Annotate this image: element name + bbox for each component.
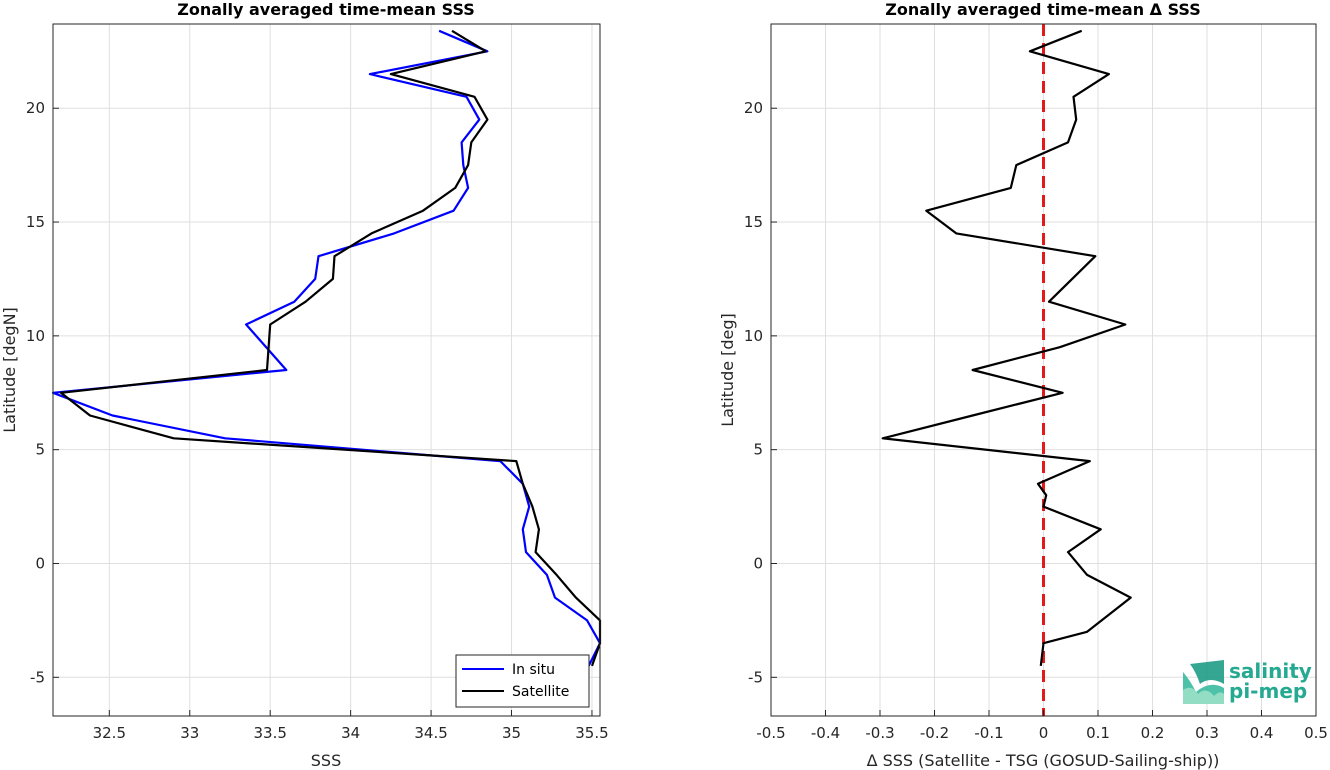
delta-sss-panel: -0.5 -0.4 -0.3 -0.2 -0.1 0 0.1 0.2 0.3 0.4 0.5 -5 0… — [718, 0, 1328, 770]
delta-sss-y-tick-label: -5 — [748, 668, 763, 686]
sss-x-tick-label: 32.5 — [93, 724, 126, 742]
sss-y-tick-label: 0 — [35, 554, 45, 572]
delta-sss-y-tick-label: 15 — [744, 213, 763, 231]
delta-sss-y-tick-label: 5 — [753, 441, 763, 459]
sss-x-tick-label: 34 — [341, 724, 360, 742]
legend-label-in-situ: In situ — [512, 662, 555, 678]
sss-series — [51, 29, 602, 667]
logo-wave-shape-back — [1190, 660, 1224, 684]
legend-box — [455, 654, 590, 708]
delta-sss-series-difference — [881, 29, 1132, 667]
delta-sss-x-ticks: -0.5 -0.4 -0.3 -0.2 -0.1 0 0.1 0.2 0.3 0.4 0.5 — [756, 710, 1328, 742]
sss-series-satellite — [59, 29, 602, 667]
delta-sss-y-tick-label: 10 — [744, 327, 763, 345]
delta-sss-x-tick-label: 0.5 — [1304, 724, 1328, 742]
delta-sss-y-ticks: -5 0 5 10 15 20 — [744, 99, 777, 686]
delta-sss-x-tick-label: -0.3 — [865, 724, 894, 742]
sss-x-tick-label: 35 — [502, 724, 521, 742]
sss-x-tick-label: 33 — [180, 724, 199, 742]
legend: In situ Satellite — [455, 654, 590, 708]
sss-x-tick-label: 33.5 — [253, 724, 286, 742]
delta-sss-x-tick-label: -0.2 — [920, 724, 949, 742]
delta-sss-y-axis-label: Latitude [deg] — [718, 313, 737, 427]
sss-x-ticks: 32.5 33 33.5 34 34.5 35 35.5 — [93, 710, 609, 742]
logo-text-salinity: salinity — [1229, 659, 1312, 683]
delta-sss-x-tick-label: 0.2 — [1141, 724, 1165, 742]
sss-y-tick-label: 15 — [26, 213, 45, 231]
sss-y-tick-label: 5 — [35, 441, 45, 459]
sss-x-axis-label: SSS — [311, 751, 341, 770]
sss-y-axis-label: Latitude [degN] — [0, 307, 19, 433]
sss-y-ticks: -5 0 5 10 15 20 — [26, 99, 59, 686]
sss-y-tick-label: 20 — [26, 99, 45, 117]
logo-text-pi-mep: pi-mep — [1229, 679, 1307, 703]
legend-label-satellite: Satellite — [512, 684, 569, 700]
delta-sss-x-tick-label: 0.3 — [1195, 724, 1219, 742]
delta-sss-y-tick-label: 20 — [744, 99, 763, 117]
sss-grid — [53, 24, 600, 716]
delta-sss-x-tick-label: -0.5 — [756, 724, 785, 742]
delta-sss-chart-title: Zonally averaged time-mean Δ SSS — [885, 0, 1201, 19]
delta-sss-x-tick-label: -0.4 — [811, 724, 840, 742]
delta-sss-x-axis-label: Δ SSS (Satellite - TSG (GOSUD-Sailing-sh… — [867, 751, 1220, 770]
delta-sss-x-tick-label: -0.1 — [974, 724, 1003, 742]
sss-y-tick-label: -5 — [30, 668, 45, 686]
sss-axes-frame — [52, 23, 601, 717]
sss-series-in-situ — [51, 29, 602, 667]
salinity-pi-mep-logo: salinity pi-mep — [1183, 659, 1312, 704]
delta-sss-x-tick-label: 0 — [1039, 724, 1049, 742]
logo-wave-shape-front — [1183, 687, 1224, 704]
delta-sss-series — [881, 24, 1132, 716]
sss-y-tick-label: 10 — [26, 327, 45, 345]
sss-x-tick-label: 35.5 — [575, 724, 608, 742]
delta-sss-y-tick-label: 0 — [753, 554, 763, 572]
sss-chart-title: Zonally averaged time-mean SSS — [177, 0, 475, 19]
sss-panel: 32.5 33 33.5 34 34.5 35 35.5 -5 0 5 10 15 20 Zonall… — [0, 0, 609, 770]
sss-x-tick-label: 34.5 — [414, 724, 447, 742]
delta-sss-x-tick-label: 0.4 — [1250, 724, 1274, 742]
delta-sss-x-tick-label: 0.1 — [1086, 724, 1110, 742]
